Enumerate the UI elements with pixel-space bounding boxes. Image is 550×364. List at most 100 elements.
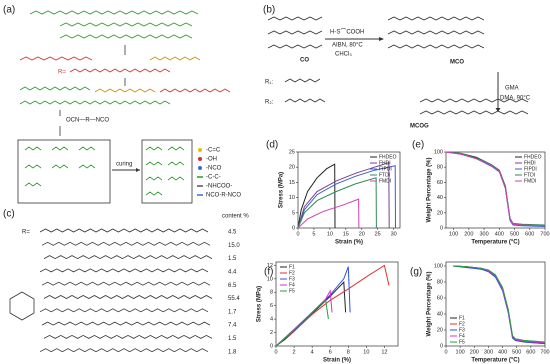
series-line [453,265,546,344]
chain [43,295,213,299]
legend-item: -C=C [206,148,221,154]
chain [41,281,211,286]
chain [387,16,485,21]
reagent: OCN—R—NCO [66,118,109,124]
legend-label: F4 [459,333,465,339]
reagent: GMA [505,86,519,92]
y-tick-label: 100 [434,149,443,155]
y-tick-label: 60 [437,180,443,186]
y-axis-title: Stress (MPa) [257,286,263,322]
x-tick-label: 5 [312,231,315,237]
series-line [297,198,360,229]
series-line [297,161,390,229]
y-tick-label: 60 [437,295,443,301]
chain [19,56,93,61]
y-tick-label: 0 [270,343,273,349]
reagent: H-S⌒COOH [330,29,364,36]
x-tick-label: 10 [363,349,369,355]
x-tick-label: 700 [540,231,549,237]
y-tick-label: 80 [437,279,443,285]
y-tick-label: 0 [440,225,443,231]
series-line [275,266,351,347]
y-tick-label: 6 [270,303,273,309]
group-label: R₂: [265,100,274,106]
arrow-head [495,108,501,112]
chain [59,22,193,27]
y-tick-label: 12 [267,263,273,269]
legend-item: -NCO [206,166,222,172]
x-tick-label: 400 [498,349,507,355]
x-axis-title: Temperature (°C) [471,240,519,246]
y-tick-label: 15 [289,180,295,186]
chain [51,164,69,169]
panel-label: (d) [266,140,278,151]
arrow-head [136,168,140,172]
chain [145,161,163,166]
y-axis-title: Stress (MPa) [279,172,285,208]
r-label: R= [58,70,66,76]
chain [267,44,323,49]
chain [145,146,163,151]
condition: CHCl₃ [335,52,352,58]
y-tick-label: 100 [434,263,443,269]
content-value: 1.5 [228,336,237,342]
legend-label: F2 [459,321,465,327]
chain [39,348,209,353]
content-value: 4.4 [228,269,237,275]
chain [24,164,42,169]
content-value: 4.5 [228,230,237,236]
legend-label: F3 [459,327,465,333]
y-axis-title: Weight Percentage (%) [427,158,433,223]
y-tick-label: 80 [437,165,443,171]
chain [145,176,163,181]
legend-label: F3 [289,276,295,282]
legend-label: FHDEO [379,154,397,160]
x-axis-title: Strain (%) [335,240,363,246]
legend-label: F2 [289,270,295,276]
series-line [297,163,336,229]
r-label: R= [22,230,30,236]
y-tick-label: 0 [292,225,295,231]
y-tick-label: 0 [440,343,443,349]
chain [167,161,185,166]
ring [9,291,35,321]
content-value: 1.8 [228,349,237,355]
content-value: 1.5 [228,256,237,262]
legend-label: F4 [289,282,295,288]
y-tick-label: 20 [437,210,443,216]
x-tick-label: 4 [311,349,314,355]
series-line [445,151,546,227]
x-tick-label: 2 [293,349,296,355]
y-axis-title: Weight Percentage (%) [427,272,433,337]
x-tick-label: 8 [347,349,350,355]
panel-label: (a) [3,5,15,16]
x-tick-label: 0 [274,349,277,355]
condition: DMA, 90°C [500,96,531,102]
condition: AIBN, 80°C [332,43,363,49]
series-line [453,265,546,344]
chain [43,255,213,260]
network-box [17,139,111,204]
plot-frame [275,261,399,347]
compound-label: MCO [450,60,464,66]
chain [24,182,42,187]
chain [267,16,323,21]
x-tick-label: 25 [375,231,381,237]
step-label: curing [116,162,132,168]
x-tick-label: 200 [470,349,479,355]
series-line [275,299,329,347]
network-box [141,139,193,204]
x-tick-label: 30 [391,231,397,237]
x-tick-label: 0 [296,231,299,237]
panel-label: (g) [410,267,422,278]
y-tick-label: 40 [437,311,443,317]
chain [41,321,211,326]
panel-label: (c) [3,209,15,220]
chain [284,78,321,83]
x-tick-label: 100 [456,349,465,355]
x-tick-label: 15 [343,231,349,237]
y-tick-label: 8 [270,290,273,296]
series-line [453,265,546,345]
x-tick-label: 20 [359,231,365,237]
x-tick-label: 100 [449,231,458,237]
